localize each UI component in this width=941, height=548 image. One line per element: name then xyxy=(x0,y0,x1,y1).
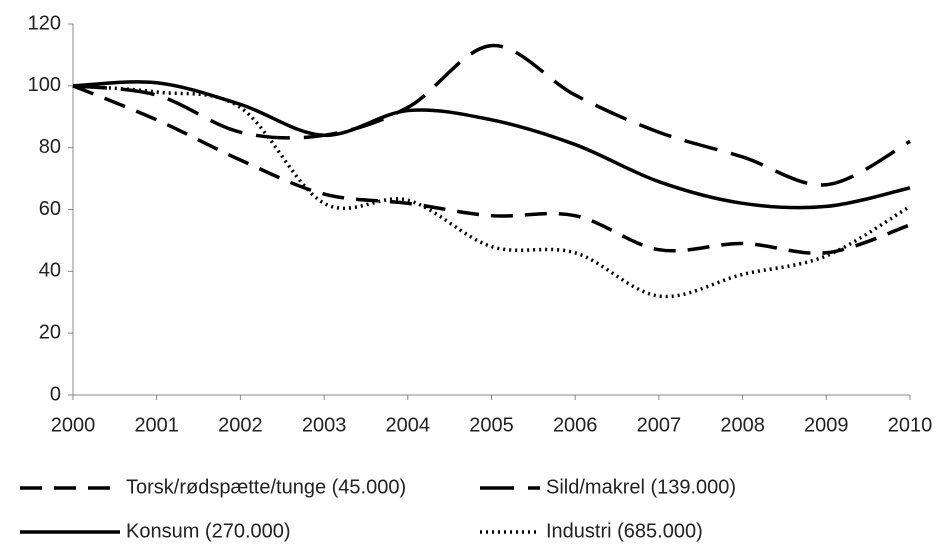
x-tick-label: 2009 xyxy=(804,414,849,436)
legend-label: Konsum (270.000) xyxy=(126,520,291,542)
y-tick-label: 40 xyxy=(39,260,61,282)
x-tick-label: 2006 xyxy=(553,414,598,436)
series-line xyxy=(72,84,911,256)
y-tick-label: 80 xyxy=(39,136,61,158)
x-tick-label: 2002 xyxy=(218,414,263,436)
x-tick-label: 2008 xyxy=(720,414,765,436)
x-tick-label: 2010 xyxy=(888,414,933,436)
y-tick-label: 100 xyxy=(28,74,61,96)
x-tick-label: 2007 xyxy=(637,414,682,436)
y-tick-label: 0 xyxy=(50,383,61,405)
x-tick-label: 2004 xyxy=(386,414,431,436)
x-tick-label: 2001 xyxy=(134,414,179,436)
y-tick-label: 20 xyxy=(39,321,61,343)
x-tick-label: 2000 xyxy=(51,414,96,436)
legend-label: Industri (685.000) xyxy=(546,520,703,542)
legend-label: Sild/makrel (139.000) xyxy=(546,476,736,498)
legend-label: Torsk/rødspætte/tunge (45.000) xyxy=(126,476,406,498)
y-tick-label: 60 xyxy=(39,198,61,220)
y-tick-label: 120 xyxy=(28,12,61,34)
series-line xyxy=(72,43,911,187)
series-line xyxy=(72,80,911,210)
x-tick-label: 2005 xyxy=(469,414,514,436)
x-tick-label: 2003 xyxy=(302,414,347,436)
series-line xyxy=(72,84,911,299)
